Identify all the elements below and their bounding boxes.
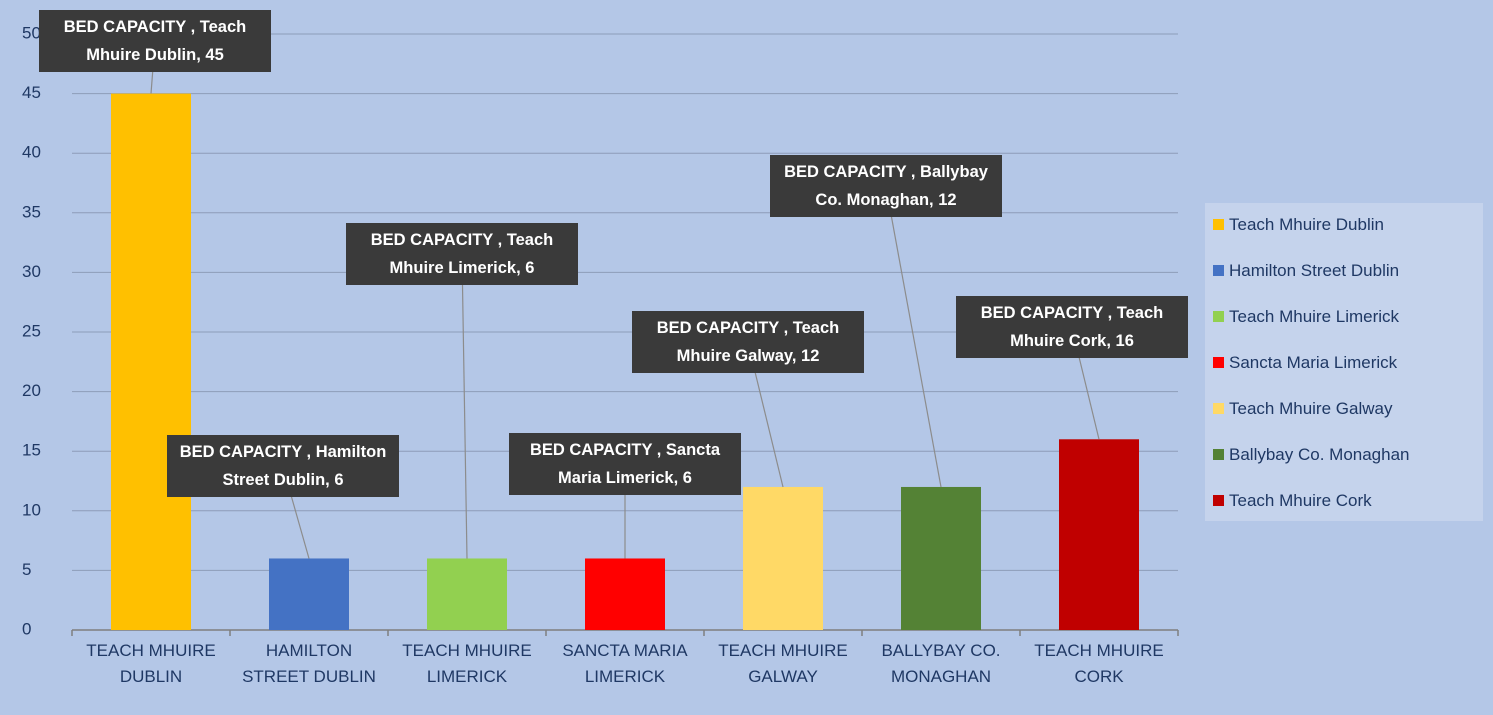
- y-tick-label: 25: [22, 321, 41, 340]
- legend-label: Ballybay Co. Monaghan: [1229, 445, 1410, 464]
- y-tick-label: 50: [22, 23, 41, 42]
- y-tick-label: 30: [22, 262, 41, 281]
- bar: [269, 558, 349, 630]
- data-label: BED CAPACITY , Ballybay Co. Monaghan, 12: [770, 155, 1002, 217]
- legend-item: Sancta Maria Limerick: [1213, 353, 1397, 373]
- legend-swatch: [1213, 403, 1224, 414]
- leader-line: [885, 186, 942, 488]
- legend-item: Teach Mhuire Cork: [1213, 491, 1372, 511]
- legend-swatch: [1213, 449, 1224, 460]
- y-tick-label: 35: [22, 202, 41, 221]
- x-tick-label: TEACH MHUIRE GALWAY: [718, 641, 848, 686]
- x-tick-label: HAMILTON STREET DUBLIN: [242, 641, 376, 686]
- y-tick-label: 45: [22, 83, 41, 102]
- legend-item: Ballybay Co. Monaghan: [1213, 445, 1410, 465]
- y-tick-label: 0: [22, 619, 31, 638]
- legend: Teach Mhuire Dublin Hamilton Street Dubli…: [1205, 203, 1483, 521]
- x-tick-label: TEACH MHUIRE DUBLIN: [86, 641, 216, 686]
- legend-label: Teach Mhuire Limerick: [1229, 307, 1400, 326]
- data-label: BED CAPACITY , Teach Mhuire Galway, 12: [632, 311, 864, 373]
- x-tick-label: BALLYBAY CO. MONAGHAN: [881, 641, 1001, 686]
- x-tick-label: TEACH MHUIRE LIMERICK: [402, 641, 532, 686]
- legend-swatch: [1213, 495, 1224, 506]
- legend-swatch: [1213, 357, 1224, 368]
- legend-label: Hamilton Street Dublin: [1229, 261, 1400, 280]
- data-label: BED CAPACITY , Sancta Maria Limerick, 6: [509, 433, 741, 495]
- legend-item: Teach Mhuire Galway: [1213, 399, 1392, 419]
- y-tick-label: 5: [22, 560, 31, 579]
- y-tick-label: 15: [22, 441, 41, 460]
- legend-item: Teach Mhuire Dublin: [1213, 215, 1384, 235]
- x-tick-label: TEACH MHUIRE CORK: [1034, 641, 1164, 686]
- bar: [901, 486, 981, 630]
- data-label: BED CAPACITY , Hamilton Street Dublin, 6: [167, 435, 399, 497]
- bar: [427, 558, 507, 630]
- y-tick-label: 10: [22, 500, 41, 519]
- bar: [743, 486, 823, 630]
- data-label: BED CAPACITY , Teach Mhuire Dublin, 45: [39, 10, 271, 72]
- y-tick-label: 20: [22, 381, 41, 400]
- legend-label: Teach Mhuire Dublin: [1229, 215, 1384, 234]
- legend-label: Sancta Maria Limerick: [1229, 353, 1398, 372]
- bar: [1059, 439, 1139, 630]
- bar: [585, 558, 665, 630]
- data-label: BED CAPACITY , Teach Mhuire Limerick, 6: [346, 223, 578, 285]
- legend-item: Teach Mhuire Limerick: [1213, 307, 1399, 327]
- x-tick-label: SANCTA MARIA LIMERICK: [562, 641, 688, 686]
- bar: [111, 93, 191, 631]
- legend-label: Teach Mhuire Cork: [1229, 491, 1372, 510]
- leader-line: [461, 254, 468, 559]
- legend-label: Teach Mhuire Galway: [1229, 399, 1393, 418]
- legend-swatch: [1213, 311, 1224, 322]
- data-label: BED CAPACITY , Teach Mhuire Cork, 16: [956, 296, 1188, 358]
- legend-swatch: [1213, 265, 1224, 276]
- y-tick-label: 40: [22, 143, 41, 162]
- legend-item: Hamilton Street Dublin: [1213, 261, 1399, 281]
- legend-swatch: [1213, 219, 1224, 230]
